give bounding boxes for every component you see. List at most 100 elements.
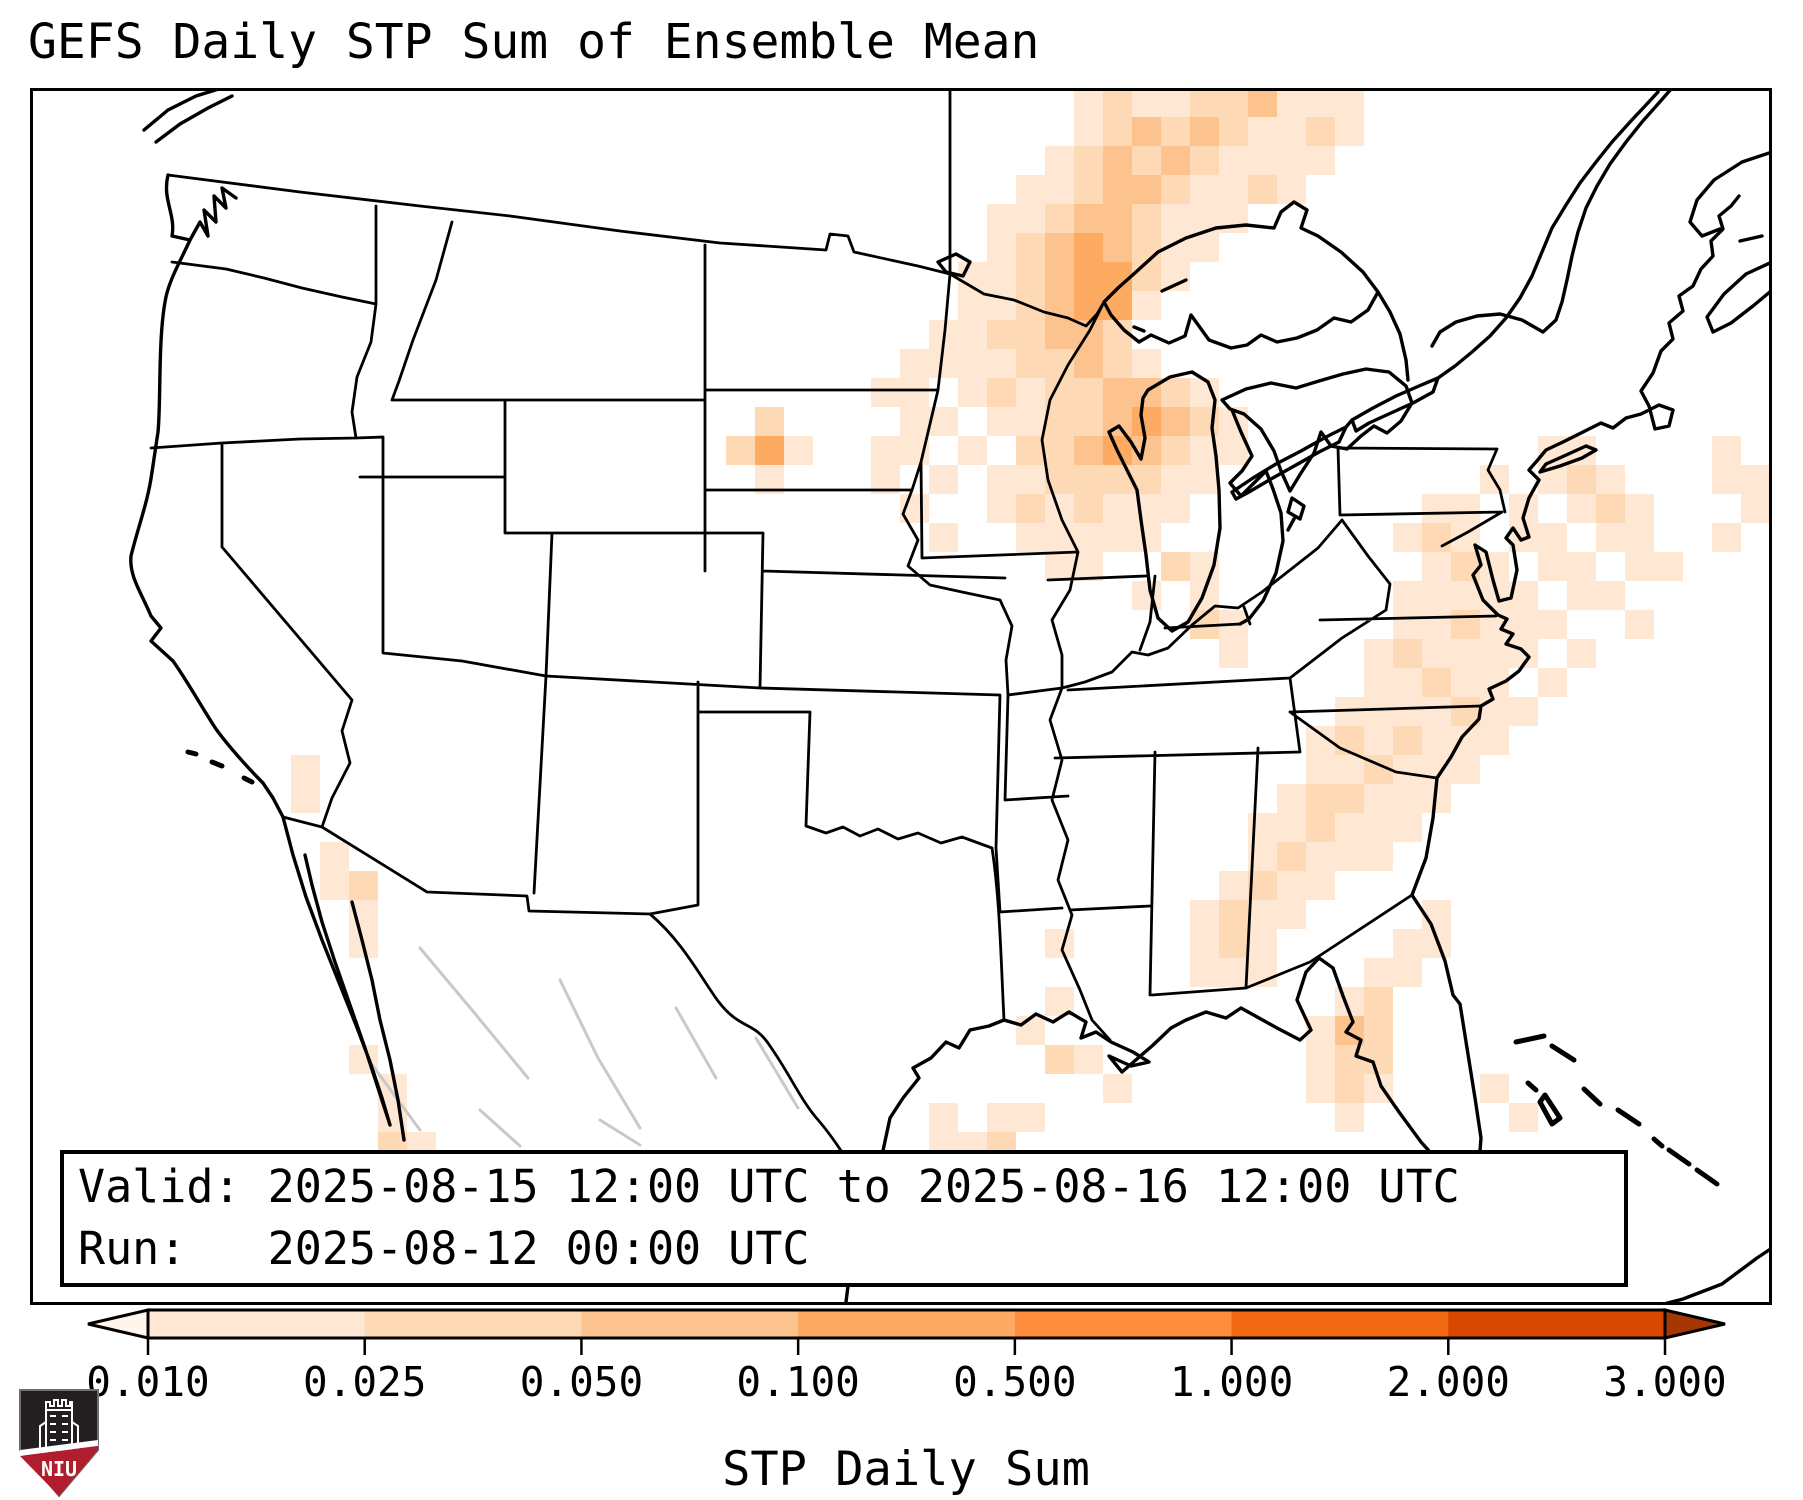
heatmap-cell bbox=[1219, 91, 1248, 117]
heatmap-cell bbox=[958, 378, 987, 407]
heatmap-cell bbox=[1741, 465, 1769, 494]
heatmap-cell bbox=[1161, 465, 1190, 494]
colorbar-segment bbox=[1448, 1310, 1666, 1338]
heatmap-cell bbox=[1306, 813, 1335, 842]
heatmap-cell bbox=[1480, 726, 1509, 755]
heatmap-cell bbox=[1248, 929, 1277, 958]
heatmap-cell bbox=[1103, 1074, 1132, 1103]
heatmap-cell bbox=[1364, 784, 1393, 813]
heatmap-cell bbox=[1625, 552, 1654, 581]
heatmap-cell bbox=[958, 320, 987, 349]
heatmap-cell bbox=[1393, 813, 1422, 842]
heatmap-cell bbox=[1364, 668, 1393, 697]
colorbar-ticks bbox=[146, 1338, 1667, 1355]
heatmap-cell bbox=[987, 320, 1016, 349]
us-weather-map bbox=[129, 91, 1769, 1302]
niu-white-stripe bbox=[20, 1440, 98, 1456]
niu-logo: NIU bbox=[19, 1389, 99, 1498]
heatmap-cell bbox=[1364, 697, 1393, 726]
heatmap-cell bbox=[1045, 552, 1074, 581]
colorbar-axis-label: STP Daily Sum bbox=[722, 1442, 1090, 1497]
heatmap-cell bbox=[929, 1103, 958, 1132]
heatmap-cell bbox=[1480, 1074, 1509, 1103]
heatmap-cell bbox=[1161, 175, 1190, 204]
heatmap-cell bbox=[1045, 320, 1074, 349]
heatmap-cell bbox=[1190, 929, 1219, 958]
heatmap-cell bbox=[958, 349, 987, 378]
heatmap-cell bbox=[1393, 958, 1422, 987]
heatmap-cell bbox=[1712, 465, 1741, 494]
heatmap-cell bbox=[1335, 1103, 1364, 1132]
heatmap-cell bbox=[871, 378, 900, 407]
heatmap-cell bbox=[1364, 639, 1393, 668]
heatmap-cell bbox=[1277, 146, 1306, 175]
heatmap-cell bbox=[1045, 204, 1074, 233]
heatmap-cell bbox=[1335, 117, 1364, 146]
heatmap-cell bbox=[1190, 233, 1219, 262]
heatmap-cell bbox=[1045, 233, 1074, 262]
heatmap-cell bbox=[1422, 610, 1451, 639]
heatmap-cell bbox=[1132, 494, 1161, 523]
heatmap-cell bbox=[1248, 91, 1277, 117]
heatmap-cell bbox=[1625, 610, 1654, 639]
heatmap-cell bbox=[1625, 494, 1654, 523]
heatmap-cell bbox=[1132, 407, 1161, 436]
heatmap-cell bbox=[1393, 639, 1422, 668]
heatmap-cell bbox=[320, 871, 349, 900]
heatmap-cell bbox=[1132, 146, 1161, 175]
heatmap-cell bbox=[1132, 233, 1161, 262]
heatmap-cell bbox=[987, 407, 1016, 436]
heatmap-cell bbox=[1451, 668, 1480, 697]
heatmap-cell bbox=[958, 291, 987, 320]
heatmap-cell bbox=[1190, 465, 1219, 494]
heatmap-cell bbox=[1422, 929, 1451, 958]
colorbar-tick-label: 0.050 bbox=[519, 1358, 644, 1406]
heatmap-cell bbox=[871, 436, 900, 465]
heatmap-cell bbox=[1335, 91, 1364, 117]
heatmap-cell bbox=[987, 262, 1016, 291]
heatmap-cell bbox=[1016, 1103, 1045, 1132]
heatmap-cell bbox=[1016, 407, 1045, 436]
colorbar-segment bbox=[1231, 1310, 1449, 1338]
heatmap-cell bbox=[987, 349, 1016, 378]
heatmap-cell bbox=[1451, 639, 1480, 668]
heatmap-cell bbox=[1190, 146, 1219, 175]
heatmap-cell bbox=[1538, 610, 1567, 639]
heatmap-cell bbox=[1538, 523, 1567, 552]
heatmap-cell bbox=[1567, 494, 1596, 523]
heatmap-cell bbox=[1103, 146, 1132, 175]
heatmap-cell bbox=[1161, 494, 1190, 523]
heatmap-cell bbox=[1103, 349, 1132, 378]
heatmap-cell bbox=[1074, 407, 1103, 436]
heatmap-cell bbox=[1219, 146, 1248, 175]
heatmap-cell bbox=[1596, 465, 1625, 494]
heatmap-cell bbox=[784, 436, 813, 465]
heatmap-cell bbox=[1132, 262, 1161, 291]
heatmap-cell bbox=[1219, 958, 1248, 987]
heatmap-cell bbox=[1074, 349, 1103, 378]
heatmap-cell bbox=[1103, 262, 1132, 291]
colorbar-tick-label: 2.000 bbox=[1386, 1358, 1510, 1406]
colorbar-tick-label: 0.025 bbox=[302, 1358, 427, 1406]
heatmap-cell bbox=[1074, 117, 1103, 146]
heatmap-cell bbox=[1567, 465, 1596, 494]
niu-red-band bbox=[20, 1446, 98, 1496]
heatmap-cell bbox=[1654, 552, 1683, 581]
heatmap-cell bbox=[987, 233, 1016, 262]
heatmap-cell bbox=[987, 1103, 1016, 1132]
coastline-and-lakes bbox=[129, 91, 1769, 1302]
stp-heatmap-cells bbox=[291, 91, 1769, 1161]
heatmap-cell bbox=[1393, 755, 1422, 784]
heatmap-cell bbox=[1074, 1045, 1103, 1074]
colorbar-segment bbox=[798, 1310, 1016, 1338]
heatmap-cell bbox=[1074, 552, 1103, 581]
heatmap-cell bbox=[1045, 407, 1074, 436]
heatmap-cell bbox=[1335, 726, 1364, 755]
heatmap-cell bbox=[1219, 117, 1248, 146]
heatmap-cell bbox=[929, 465, 958, 494]
heatmap-cell bbox=[1074, 175, 1103, 204]
heatmap-cell bbox=[1045, 175, 1074, 204]
heatmap-cell bbox=[1480, 552, 1509, 581]
heatmap-cell bbox=[1161, 91, 1190, 117]
heatmap-cell bbox=[1103, 175, 1132, 204]
